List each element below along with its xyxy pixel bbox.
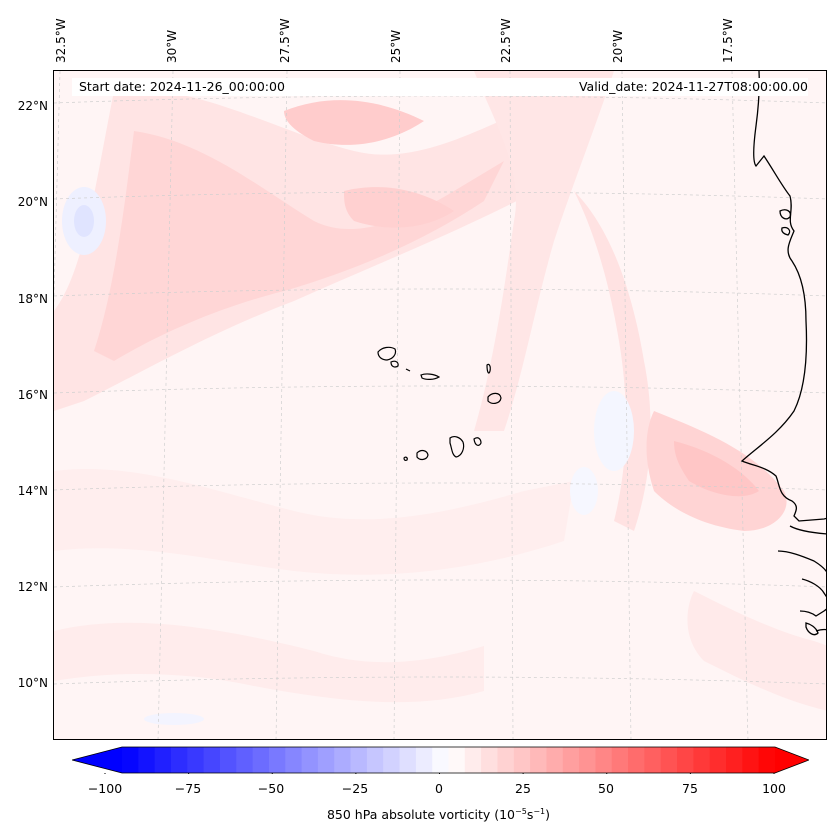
- lat-label-14n: 14°N: [17, 484, 48, 498]
- colorbar-title: 850 hPa absolute vorticity (10−5s−1): [0, 807, 837, 822]
- colorbar-segment: [579, 747, 597, 773]
- lon-label-25w: 25°W: [389, 29, 403, 63]
- colorbar-segment: [122, 747, 139, 773]
- lat-label-10n: 10°N: [17, 676, 48, 690]
- lat-label-18n: 18°N: [17, 292, 48, 306]
- colorbar-segment: [628, 747, 645, 773]
- colorbar-tick-marks: [104, 773, 775, 774]
- colorbar-title-suffix: ): [545, 807, 551, 823]
- colorbar-segment: [595, 747, 613, 773]
- colorbar-segment: [415, 747, 433, 773]
- longitude-gridlines: [54, 71, 749, 739]
- colorbar-tick-label: 0: [435, 781, 443, 796]
- lat-label-22n: 22°N: [17, 99, 48, 113]
- colorbar-outline: [72, 746, 809, 774]
- colorbar-segment: [726, 747, 743, 773]
- cape-verde-islands: [377, 346, 502, 461]
- colorbar-tick-label: 50: [598, 781, 614, 796]
- colorbar-segment: [236, 747, 254, 773]
- start-date-label: Start date: 2024-11-26_00:00:00: [79, 79, 285, 94]
- colorbar-max-extend-arrow: [775, 747, 809, 773]
- colorbar-segment: [432, 747, 450, 773]
- colorbar-segment: [464, 747, 482, 773]
- colorbar-segment: [611, 747, 629, 773]
- colorbar-segment: [709, 747, 727, 773]
- colorbar-segment: [317, 747, 335, 773]
- colorbar-segment: [366, 747, 384, 773]
- latitude-gridlines: [54, 95, 826, 685]
- lon-label-30w: 30°W: [165, 29, 179, 63]
- colorbar-segment: [350, 747, 368, 773]
- west-africa-coastline: [740, 71, 826, 636]
- colorbar-segment: [268, 747, 286, 773]
- colorbar-segment: [562, 747, 580, 773]
- lat-label-20n: 20°N: [17, 195, 48, 209]
- valid-date-label: Valid_date: 2024-11-27T08:00:00.00: [578, 79, 808, 94]
- colorbar-segment: [758, 747, 776, 773]
- colorbar-tick-label: −75: [174, 781, 202, 796]
- colorbar-title-exp2: −1: [533, 807, 546, 816]
- colorbar-tick-label: −25: [341, 781, 369, 796]
- colorbar-segment: [187, 747, 205, 773]
- colorbar-segment: [170, 747, 188, 773]
- colorbar-tick-label: −100: [87, 781, 123, 796]
- date-header-bar: [72, 78, 808, 96]
- colorbar-segment: [530, 747, 548, 773]
- lon-label-22-5w: 22.5°W: [499, 18, 513, 63]
- colorbar-segment: [660, 747, 678, 773]
- colorbar-segment: [334, 747, 352, 773]
- colorbar-min-extend-arrow: [72, 747, 122, 773]
- colorbar-segment: [399, 747, 417, 773]
- colorbar-title-exp1: −5: [515, 807, 527, 816]
- colorbar-segment: [285, 747, 303, 773]
- colorbar: [72, 746, 809, 774]
- colorbar-segment: [154, 747, 172, 773]
- colorbar-segment: [252, 747, 270, 773]
- map-canvas: [54, 71, 826, 739]
- lon-label-17-5w: 17.5°W: [721, 18, 735, 63]
- lon-label-20w: 20°W: [611, 29, 625, 63]
- lon-label-27-5w: 27.5°W: [278, 18, 292, 63]
- colorbar-segment: [546, 747, 564, 773]
- colorbar-segment: [448, 747, 466, 773]
- colorbar-segment: [481, 747, 499, 773]
- colorbar-segment: [742, 747, 760, 773]
- colorbar-tick-label: −50: [257, 781, 285, 796]
- lon-label-32-5w: 32.5°W: [54, 18, 68, 63]
- colorbar-segment: [644, 747, 662, 773]
- colorbar-segment: [693, 747, 711, 773]
- colorbar-segment: [138, 747, 156, 773]
- colorbar-segments: [122, 747, 776, 773]
- colorbar-segment: [301, 747, 319, 773]
- colorbar-title-prefix: 850 hPa absolute vorticity (10: [326, 807, 516, 823]
- colorbar-segment: [677, 747, 694, 773]
- colorbar-tick-label: 25: [515, 781, 531, 796]
- colorbar-segment: [219, 747, 237, 773]
- colorbar-segment: [203, 747, 221, 773]
- colorbar-segment: [383, 747, 401, 773]
- colorbar-title-mid: s: [526, 807, 534, 823]
- vorticity-field: [54, 71, 826, 725]
- lat-label-12n: 12°N: [17, 580, 48, 594]
- colorbar-segment: [497, 747, 515, 773]
- colorbar-segment: [513, 747, 531, 773]
- colorbar-tick-label: 100: [762, 781, 786, 796]
- lat-label-16n: 16°N: [17, 388, 48, 402]
- colorbar-tick-label: 75: [682, 781, 698, 796]
- map-panel: [53, 70, 827, 740]
